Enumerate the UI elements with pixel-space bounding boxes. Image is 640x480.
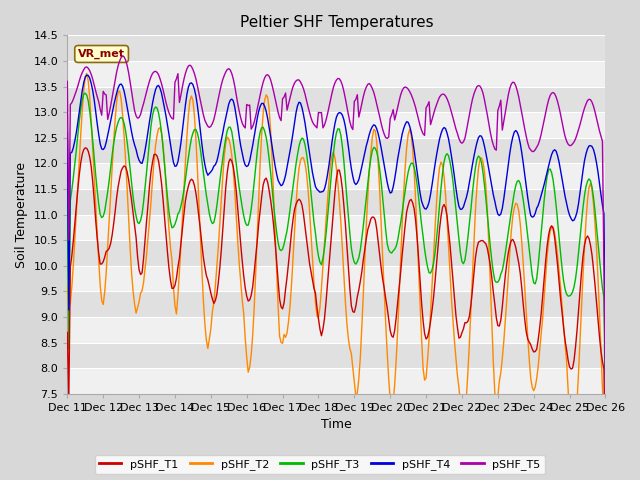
pSHF_T5 [371, 95, 379, 101]
X-axis label: Time: Time [321, 419, 352, 432]
pSHF_T1 [79, 151, 86, 157]
pSHF_T1 [165, 265, 173, 271]
pSHF_T4 [538, 192, 545, 198]
Bar [67, 61, 605, 86]
pSHF_T1 [401, 222, 409, 228]
pSHF_T1 [602, 471, 609, 477]
Bar [67, 291, 605, 317]
pSHF_T4 [389, 184, 397, 190]
Line: pSHF_T5: pSHF_T5 [67, 56, 605, 399]
pSHF_T5 [63, 79, 71, 84]
Title: Peltier SHF Temperatures: Peltier SHF Temperatures [239, 15, 433, 30]
pSHF_T4 [165, 132, 173, 137]
Line: pSHF_T3: pSHF_T3 [67, 93, 605, 421]
Bar [67, 189, 605, 215]
Bar [67, 163, 605, 189]
pSHF_T4 [79, 88, 86, 94]
pSHF_T3 [79, 97, 86, 103]
pSHF_T4 [401, 121, 409, 127]
pSHF_T2 [538, 332, 545, 338]
pSHF_T5 [79, 70, 86, 75]
Bar [67, 343, 605, 368]
pSHF_T2 [63, 283, 71, 289]
Line: pSHF_T1: pSHF_T1 [67, 148, 605, 474]
pSHF_T2 [83, 71, 91, 76]
Bar [67, 138, 605, 163]
pSHF_T4 [602, 355, 609, 360]
Bar [67, 36, 605, 61]
pSHF_T3 [538, 230, 545, 236]
Bar [67, 86, 605, 112]
pSHF_T5 [119, 53, 127, 59]
Line: pSHF_T2: pSHF_T2 [67, 73, 605, 480]
Bar [67, 215, 605, 240]
pSHF_T2 [79, 107, 86, 113]
Line: pSHF_T4: pSHF_T4 [67, 75, 605, 358]
Bar [67, 240, 605, 266]
Y-axis label: Soil Temperature: Soil Temperature [15, 162, 28, 267]
pSHF_T1 [63, 329, 71, 335]
pSHF_T3 [401, 188, 409, 194]
pSHF_T2 [401, 165, 409, 171]
Legend: pSHF_T1, pSHF_T2, pSHF_T3, pSHF_T4, pSHF_T5: pSHF_T1, pSHF_T2, pSHF_T3, pSHF_T4, pSHF… [95, 455, 545, 474]
pSHF_T4 [63, 130, 71, 135]
pSHF_T1 [389, 334, 397, 340]
pSHF_T1 [81, 145, 89, 151]
pSHF_T2 [389, 398, 397, 404]
pSHF_T3 [371, 145, 379, 151]
Text: VR_met: VR_met [78, 49, 125, 59]
pSHF_T2 [371, 128, 379, 133]
pSHF_T3 [602, 418, 609, 424]
pSHF_T3 [165, 209, 173, 215]
pSHF_T3 [63, 186, 71, 192]
pSHF_T3 [81, 90, 89, 96]
pSHF_T1 [371, 217, 379, 223]
pSHF_T2 [165, 227, 173, 232]
pSHF_T5 [389, 107, 397, 112]
Bar [67, 266, 605, 291]
pSHF_T5 [401, 84, 409, 90]
pSHF_T5 [165, 110, 173, 116]
pSHF_T3 [389, 248, 397, 253]
Bar [67, 368, 605, 394]
Bar [67, 112, 605, 138]
pSHF_T4 [83, 72, 91, 78]
pSHF_T4 [371, 123, 379, 129]
Bar [67, 317, 605, 343]
pSHF_T5 [602, 396, 609, 402]
pSHF_T1 [538, 311, 545, 317]
pSHF_T5 [538, 132, 545, 137]
